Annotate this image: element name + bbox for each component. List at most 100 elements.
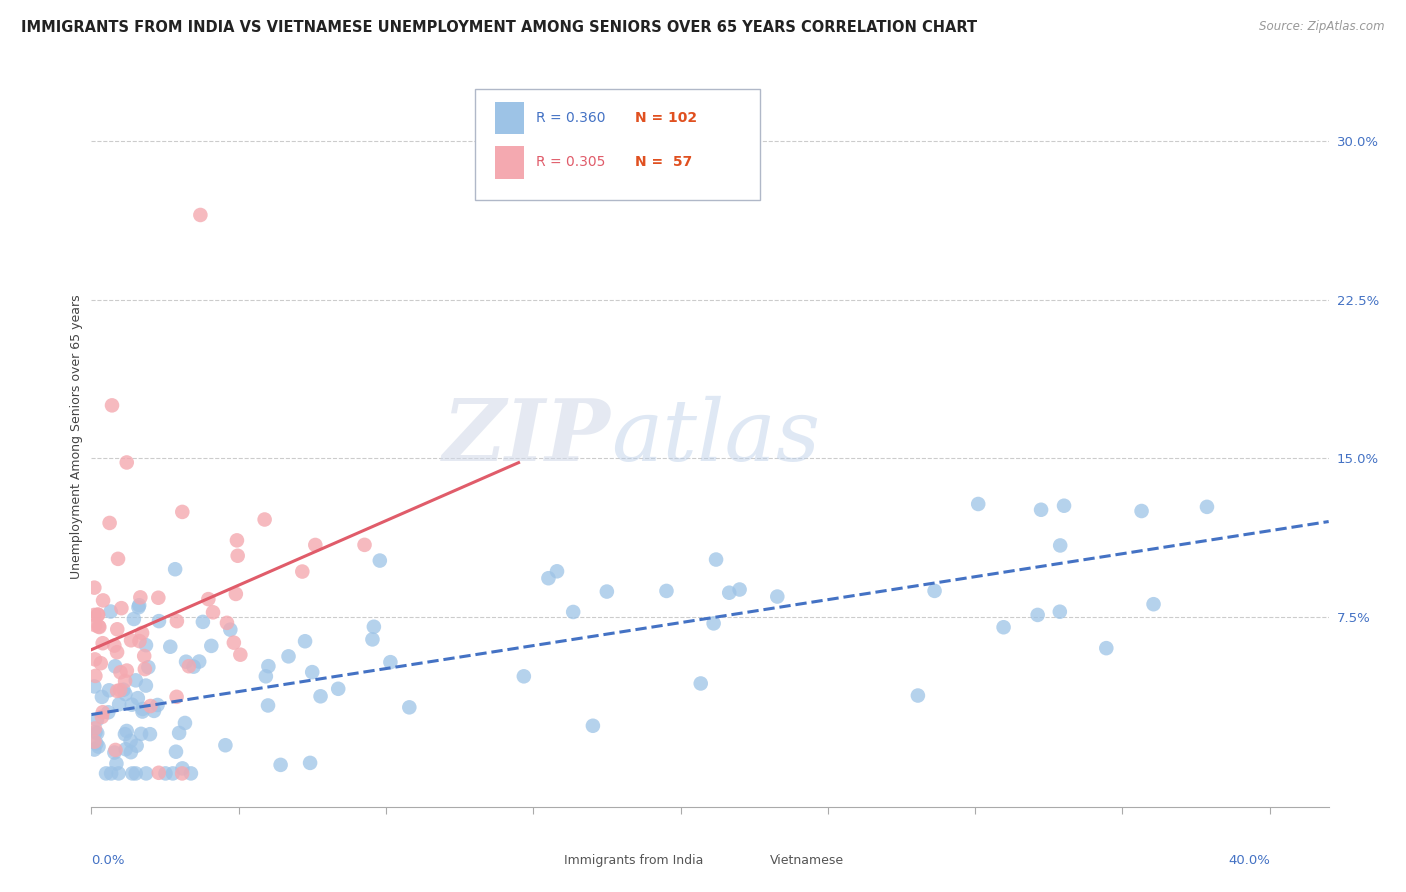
Point bbox=[87, 619, 110, 633]
Point bbox=[103, 746, 125, 760]
Point bbox=[155, 766, 177, 780]
Text: atlas: atlas bbox=[612, 396, 820, 478]
Text: R = 0.360: R = 0.360 bbox=[536, 111, 605, 125]
Point bbox=[91, 705, 114, 719]
FancyBboxPatch shape bbox=[734, 847, 761, 875]
Point bbox=[1130, 504, 1153, 518]
Point bbox=[129, 591, 152, 605]
Point bbox=[257, 698, 280, 713]
Point bbox=[83, 742, 105, 756]
Text: Source: ZipAtlas.com: Source: ZipAtlas.com bbox=[1260, 20, 1385, 33]
Point bbox=[766, 590, 789, 604]
Point bbox=[1049, 605, 1071, 619]
Point bbox=[138, 660, 160, 674]
Point bbox=[301, 665, 323, 680]
Point bbox=[180, 766, 202, 780]
Point bbox=[270, 757, 292, 772]
Point bbox=[112, 682, 135, 697]
Point bbox=[162, 766, 184, 780]
Point bbox=[127, 600, 149, 615]
Point bbox=[128, 599, 150, 613]
Point bbox=[90, 657, 112, 671]
Point bbox=[513, 669, 536, 683]
Point bbox=[225, 587, 247, 601]
Point bbox=[86, 607, 108, 622]
Point bbox=[353, 538, 375, 552]
Point bbox=[689, 676, 711, 690]
Point bbox=[83, 652, 105, 666]
Point bbox=[121, 766, 143, 780]
Point bbox=[94, 766, 117, 780]
Point bbox=[121, 698, 143, 712]
Point bbox=[84, 618, 107, 632]
Point bbox=[924, 583, 946, 598]
Point bbox=[148, 614, 170, 628]
FancyBboxPatch shape bbox=[495, 102, 524, 135]
Point bbox=[90, 710, 112, 724]
Point bbox=[253, 512, 276, 526]
Y-axis label: Unemployment Among Seniors over 65 years: Unemployment Among Seniors over 65 years bbox=[70, 294, 83, 580]
Point bbox=[546, 564, 568, 578]
Point bbox=[257, 659, 280, 673]
Point bbox=[105, 756, 128, 771]
Point bbox=[165, 562, 187, 576]
Point bbox=[596, 584, 619, 599]
Point bbox=[967, 497, 990, 511]
Point bbox=[139, 699, 162, 714]
Point bbox=[86, 713, 108, 727]
Point bbox=[91, 593, 114, 607]
Point bbox=[105, 684, 128, 698]
Point bbox=[90, 690, 112, 704]
Point bbox=[103, 639, 125, 653]
FancyBboxPatch shape bbox=[475, 89, 759, 200]
Point bbox=[100, 766, 122, 780]
Point bbox=[226, 549, 249, 563]
Point bbox=[87, 607, 110, 622]
Point bbox=[83, 680, 105, 694]
Point bbox=[214, 738, 236, 752]
Text: IMMIGRANTS FROM INDIA VS VIETNAMESE UNEMPLOYMENT AMONG SENIORS OVER 65 YEARS COR: IMMIGRANTS FROM INDIA VS VIETNAMESE UNEM… bbox=[21, 20, 977, 35]
Point bbox=[84, 669, 107, 683]
Point bbox=[172, 505, 194, 519]
Point bbox=[107, 766, 129, 780]
Point bbox=[91, 636, 114, 650]
Point bbox=[1195, 500, 1218, 514]
Point bbox=[177, 659, 200, 673]
Point bbox=[309, 690, 332, 704]
Point bbox=[229, 648, 252, 662]
Point bbox=[166, 614, 188, 628]
Point bbox=[174, 655, 197, 669]
Point bbox=[703, 616, 725, 631]
Point bbox=[361, 632, 384, 647]
Point bbox=[108, 683, 131, 698]
Point bbox=[166, 690, 188, 704]
Text: Vietnamese: Vietnamese bbox=[769, 854, 844, 867]
Point bbox=[174, 716, 197, 731]
Point bbox=[135, 766, 157, 780]
Point bbox=[655, 583, 678, 598]
Point bbox=[105, 645, 128, 659]
Point bbox=[125, 739, 148, 753]
Point bbox=[1095, 641, 1118, 656]
Text: Immigrants from India: Immigrants from India bbox=[564, 854, 703, 867]
Point bbox=[197, 592, 219, 607]
Point bbox=[146, 698, 169, 712]
Point bbox=[148, 765, 170, 780]
Point bbox=[128, 634, 150, 648]
Point bbox=[202, 605, 225, 619]
Point bbox=[131, 702, 153, 716]
FancyBboxPatch shape bbox=[530, 847, 557, 875]
Point bbox=[188, 655, 211, 669]
Point bbox=[159, 640, 181, 654]
Point bbox=[215, 615, 238, 630]
Point bbox=[304, 538, 326, 552]
Point bbox=[115, 455, 138, 469]
Point bbox=[299, 756, 322, 770]
Point bbox=[537, 571, 560, 585]
Point bbox=[120, 734, 142, 748]
Point bbox=[114, 674, 136, 689]
Point bbox=[135, 638, 157, 652]
Point bbox=[134, 662, 156, 676]
Point bbox=[105, 622, 128, 636]
Point bbox=[86, 726, 108, 740]
